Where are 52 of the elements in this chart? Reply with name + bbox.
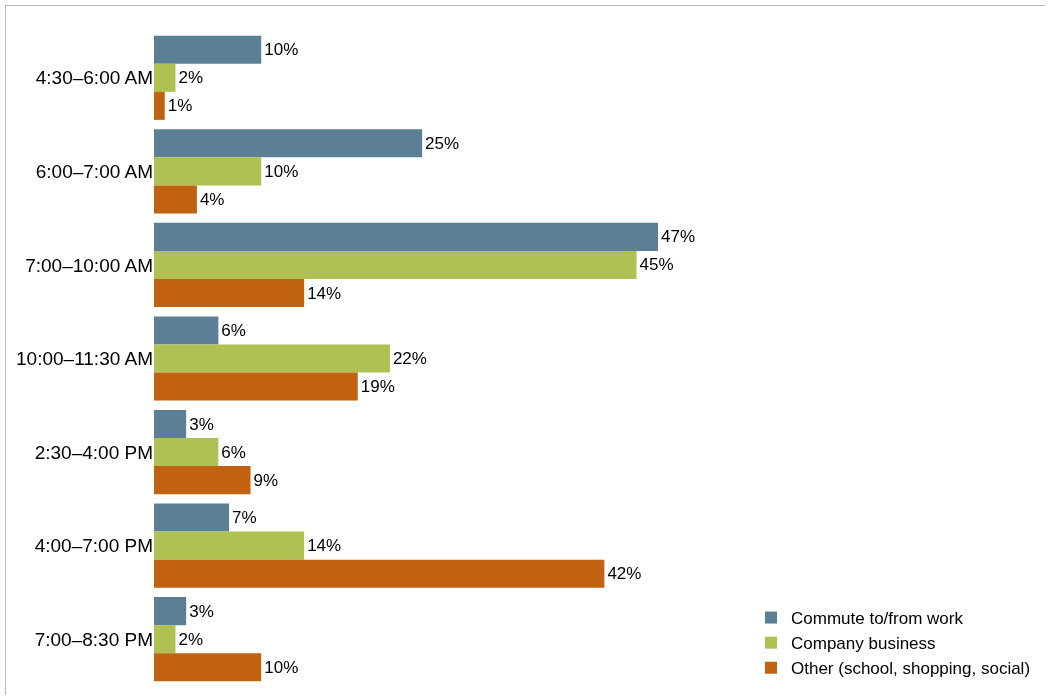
data-label: 9% (253, 470, 279, 490)
bar (154, 222, 658, 251)
data-label: 10% (264, 657, 299, 677)
bar (154, 344, 390, 373)
data-label: 19% (360, 377, 395, 397)
bar (154, 466, 251, 495)
data-label: 4% (199, 189, 225, 209)
data-label: 2% (178, 68, 204, 88)
bar (154, 503, 230, 532)
bar (154, 597, 187, 626)
data-label: 7% (232, 508, 257, 528)
bar (154, 438, 219, 467)
y-tick-label: 4:00–7:00 PM (34, 535, 153, 557)
bar (154, 625, 176, 654)
data-label: 25% (425, 133, 460, 153)
bar (154, 157, 262, 186)
bar (154, 278, 305, 308)
y-tick-label: 7:00–8:30 PM (34, 628, 153, 650)
bar (154, 653, 262, 682)
data-label: 45% (639, 255, 674, 275)
y-tick-label: 2:30–4:00 PM (34, 441, 153, 463)
y-tick-label: 4:30–6:00 AM (35, 67, 153, 89)
bar (154, 531, 305, 560)
bar (154, 316, 219, 345)
data-label: 14% (307, 536, 342, 556)
data-label: 42% (607, 564, 642, 584)
bar (154, 63, 176, 92)
y-tick-label: 10:00–11:30 AM (16, 348, 153, 370)
bar (154, 372, 358, 401)
bar (154, 129, 423, 158)
data-label: 22% (392, 349, 427, 368)
data-label: 6% (221, 442, 246, 462)
legend-label: Commute to/from work (791, 609, 964, 629)
legend-label: Other (school, shopping, social) (791, 659, 1031, 679)
data-label: 2% (178, 629, 204, 649)
data-label: 47% (661, 227, 696, 247)
bar (154, 250, 637, 279)
bar (154, 185, 197, 214)
bar (154, 559, 605, 588)
data-label: 1% (167, 96, 193, 116)
data-label: 10% (264, 161, 299, 181)
data-label: 14% (307, 283, 342, 303)
bar (154, 409, 187, 439)
data-label: 10% (264, 40, 299, 60)
data-label: 3% (189, 414, 214, 434)
bar (154, 35, 262, 64)
y-tick-label: 6:00–7:00 AM (35, 161, 153, 183)
bar (154, 91, 165, 120)
data-label: 3% (189, 601, 214, 621)
legend-label: Company business (791, 634, 936, 654)
data-label: 6% (221, 320, 246, 340)
y-tick-label: 7:00–10:00 AM (25, 254, 153, 276)
